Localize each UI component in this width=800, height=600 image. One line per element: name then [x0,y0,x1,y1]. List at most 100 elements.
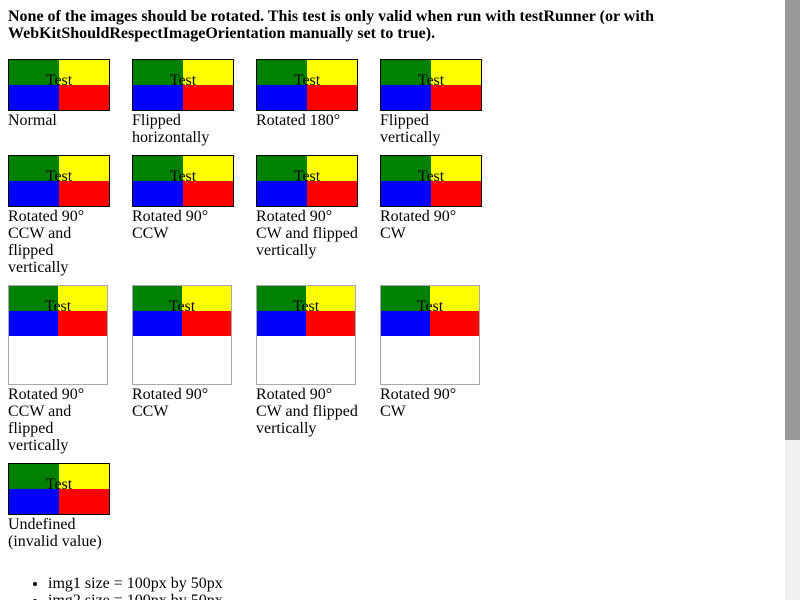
figure: Test Rotated 90° CW and flipped verticall… [256,285,360,437]
figure: Test Rotated 90° CCW [132,285,236,420]
quadrant [59,181,109,206]
test-image: Test [9,286,107,336]
quadrant [430,311,479,336]
test-image: Test [133,286,231,336]
image-label: Test [45,168,73,185]
quadrant [257,156,307,181]
quadrant [307,156,357,181]
quadrant [431,60,481,85]
quadrant [183,156,233,181]
quadrant [9,60,59,85]
quadrant [133,286,182,311]
image-label: Test [292,298,320,315]
quadrant [431,85,481,110]
quadrant [381,85,431,110]
figure: Test Rotated 90° CCW and flipped vertical… [8,285,112,454]
test-image: Test [257,286,355,336]
quadrant [183,181,233,206]
caption: Normal [8,112,57,129]
quadrant [133,60,183,85]
figure: Test Undefined (invalid value) [8,463,112,550]
image-label: Test [417,168,445,185]
quadrant [431,156,481,181]
test-image: Test [8,463,110,515]
caption: Flipped vertically [380,112,441,146]
caption: Rotated 90° CW [380,208,457,242]
size-item: img1 size = 100px by 50px [48,575,223,592]
figure: Test Rotated 90° CW and flipped verticall… [256,155,360,259]
scrollbar-thumb[interactable] [785,0,800,440]
quadrant [9,311,58,336]
page-title: None of the images should be rotated. Th… [8,8,654,42]
test-image: Test [132,155,234,207]
figure: Test Rotated 90° CW [380,155,484,242]
quadrant [59,60,109,85]
quadrant [257,311,306,336]
quadrant [307,181,357,206]
image-label: Test [416,298,444,315]
test-image: Test [380,155,482,207]
figure: Test Flipped vertically [380,59,484,146]
image-box: Test [256,285,356,385]
scrollbar[interactable] [785,0,800,600]
quadrant [381,60,431,85]
caption: Rotated 90° CCW and flipped vertically [8,208,85,276]
quadrant [58,311,107,336]
caption: Rotated 90° CCW [132,208,209,242]
quadrant [183,85,233,110]
quadrant [381,311,430,336]
caption: Rotated 90° CCW [132,386,209,420]
quadrant [9,85,59,110]
image-box: Test [8,285,108,385]
quadrant [257,85,307,110]
test-image: Test [381,286,479,336]
image-box: Test [132,285,232,385]
caption: Rotated 180° [256,112,341,129]
quadrant [307,85,357,110]
quadrant [306,286,355,311]
quadrant [9,181,59,206]
quadrant [182,311,231,336]
quadrant [59,156,109,181]
quadrant [9,156,59,181]
quadrant [182,286,231,311]
caption: Rotated 90° CCW and flipped vertically [8,386,85,454]
quadrant [307,60,357,85]
image-box: Test [380,285,480,385]
image-label: Test [44,298,72,315]
test-image: Test [132,59,234,111]
test-image: Test [256,155,358,207]
image-label: Test [168,298,196,315]
test-image: Test [8,59,110,111]
caption: Rotated 90° CW and flipped vertically [256,208,358,259]
quadrant [9,464,59,489]
image-label: Test [417,72,445,89]
figure: Test Rotated 90° CCW [132,155,236,242]
figure: Test Rotated 90° CW [380,285,484,420]
figure: Test Normal [8,59,112,129]
caption: Flipped horizontally [132,112,210,146]
figure: Test Rotated 90° CCW and flipped vertical… [8,155,112,276]
quadrant [133,156,183,181]
quadrant [257,60,307,85]
test-image: Test [8,155,110,207]
image-label: Test [169,168,197,185]
caption: Rotated 90° CW [380,386,457,420]
size-item: img2 size = 100px by 50px [48,592,223,600]
quadrant [9,286,58,311]
image-label: Test [293,72,321,89]
image-label: Test [169,72,197,89]
figure: Test Rotated 180° [256,59,360,129]
quadrant [59,85,109,110]
quadrant [133,311,182,336]
quadrant [133,85,183,110]
test-image: Test [256,59,358,111]
caption: Rotated 90° CW and flipped vertically [256,386,358,437]
image-label: Test [293,168,321,185]
quadrant [381,181,431,206]
quadrant [9,489,59,514]
image-label: Test [45,476,73,493]
figure: Test Flipped horizontally [132,59,236,146]
test-image: Test [380,59,482,111]
